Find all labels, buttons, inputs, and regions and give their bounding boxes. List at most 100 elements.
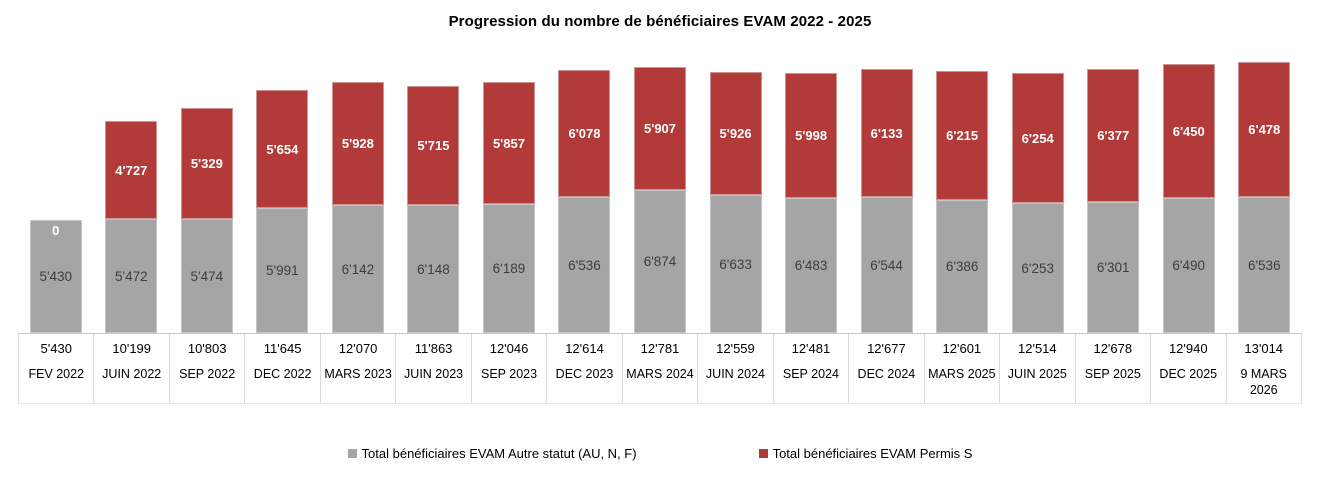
axis-total-label: 12'514: [1018, 341, 1057, 356]
axis-total-label: 12'046: [489, 341, 529, 356]
bar-segment-autre-statut: 6'874: [634, 190, 687, 333]
axis-total-label: 12'614: [565, 341, 604, 356]
axis-cell: 12'601 MARS 2025: [923, 334, 999, 403]
stacked-bar: 6'254 6'253: [1011, 73, 1064, 333]
bar-segment-permis-s: 6'450: [1162, 64, 1215, 198]
bar-value-label-red: 6'377: [1097, 128, 1130, 143]
axis-cell: 12'559 JUIN 2024: [697, 334, 772, 403]
bar-value-label-red: 5'329: [190, 156, 223, 171]
bar-segment-autre-statut: 5'991: [256, 208, 309, 333]
axis-total-label: 12'677: [867, 341, 906, 356]
axis-cell: 12'481 SEP 2024: [772, 334, 848, 403]
axis-total-label: 10'803: [187, 341, 227, 356]
stacked-bar: 6'078 6'536: [558, 70, 611, 333]
bar-value-label-gray: 6'490: [1172, 258, 1206, 273]
stacked-bar: 6'133 6'544: [860, 69, 913, 333]
bar-segment-permis-s: 6'377: [1087, 69, 1140, 202]
bar-value-label-gray: 6'633: [719, 256, 752, 272]
bar-segment-autre-statut: 0 5'430: [29, 220, 82, 333]
stacked-bar: 5'907 6'874: [634, 67, 687, 333]
bar-segment-autre-statut: 6'142: [331, 205, 384, 333]
axis-cell: 12'614 DEC 2023: [546, 334, 621, 403]
stacked-bar: 5'857 6'189: [482, 82, 535, 333]
plot-area: 0 5'430 4'727 5'472 5'329 5'474 5'654 5'991 5'92…: [18, 35, 1302, 333]
axis-total-label: 12'601: [942, 341, 982, 356]
axis-date-label: MARS 2023: [324, 367, 392, 381]
axis-cell: 12'514 JUIN 2025: [999, 334, 1074, 403]
bar-value-label-red: 5'857: [492, 135, 525, 151]
axis-date-label: SEP 2025: [1084, 367, 1141, 381]
bar-segment-autre-statut: 5'472: [105, 219, 158, 333]
axis-total-label: 12'940: [1168, 341, 1208, 356]
bar-column: 5'928 6'142: [320, 35, 396, 333]
axis-date-label: DEC 2023: [555, 367, 614, 381]
stacked-bar: 5'928 6'142: [331, 82, 384, 333]
axis-date-label: JUIN 2022: [102, 367, 162, 381]
stacked-bar: 6'215 6'386: [936, 71, 989, 333]
bar-value-label-red: 6'215: [946, 128, 979, 143]
bar-segment-permis-s: 5'857: [482, 82, 535, 204]
bar-segment-permis-s: 6'215: [936, 71, 989, 200]
bar-segment-permis-s: 5'907: [634, 67, 687, 190]
bar-column: 6'078 6'536: [547, 35, 623, 333]
axis-cell: 10'199 JUIN 2022: [93, 334, 168, 403]
bar-segment-permis-s: 4'727: [105, 121, 158, 219]
bar-column: 5'926 6'633: [698, 35, 774, 333]
bar-column: 6'377 6'301: [1075, 35, 1151, 333]
bar-segment-autre-statut: 6'253: [1011, 203, 1064, 333]
bar-value-label-red: 5'654: [266, 141, 299, 157]
bar-value-label-gray: 6'148: [417, 261, 450, 277]
axis-date-label: SEP 2022: [179, 367, 236, 381]
bar-value-label-gray: 5'474: [190, 268, 224, 284]
axis-date-label: JUIN 2024: [705, 367, 765, 381]
bar-value-label-gray: 6'483: [794, 258, 828, 273]
stacked-bar: 5'926 6'633: [709, 72, 762, 333]
bar-value-label-gray: 6'142: [341, 261, 375, 277]
bar-segment-autre-statut: 6'544: [860, 197, 913, 333]
bar-value-label-gray: 6'386: [945, 259, 979, 274]
legend-swatch-red-icon: [758, 449, 768, 458]
axis-cell: 12'781 MARS 2024: [621, 334, 697, 403]
bar-value-label-red: 5'715: [417, 138, 450, 153]
axis-date-label: MARS 2025: [928, 367, 996, 381]
bar-segment-permis-s: 6'133: [860, 69, 913, 197]
stacked-bar: 0 5'430: [29, 220, 82, 333]
bar-column: 6'254 6'253: [1000, 35, 1076, 333]
axis-cell: 5'430 FEV 2022: [18, 334, 93, 403]
axis-cell: 12'677 DEC 2024: [848, 334, 923, 403]
axis-total-label: 12'559: [716, 341, 755, 356]
bar-value-label-gray: 6'544: [870, 257, 903, 273]
axis-cell: 12'046 SEP 2023: [470, 334, 546, 403]
bar-segment-autre-statut: 6'301: [1087, 202, 1140, 333]
bar-column: 6'450 6'490: [1151, 35, 1227, 333]
bar-column: 5'857 6'189: [471, 35, 547, 333]
bar-value-label-red: 4'727: [115, 162, 148, 178]
bar-value-label-gray: 5'991: [266, 263, 299, 278]
axis-cell: 10'803 SEP 2022: [168, 334, 244, 403]
chart-title: Progression du nombre de bénéficiaires E…: [448, 13, 872, 30]
bar-value-label-gray: 6'536: [568, 257, 601, 273]
bar-column: 5'329 5'474: [169, 35, 245, 333]
axis-date-label: DEC 2024: [857, 367, 916, 381]
bar-segment-autre-statut: 5'474: [180, 219, 233, 333]
axis-total-label: 12'481: [791, 341, 831, 356]
axis-data-table: 5'430 FEV 2022 10'199 JUIN 2022 10'803 SEP 20…: [18, 333, 1302, 404]
bar-segment-permis-s: 5'926: [709, 72, 762, 195]
axis-date-label: DEC 2022: [253, 367, 312, 381]
legend-label-autre-statut: Total bénéficiaires EVAM Autre statut (A…: [361, 446, 637, 461]
axis-total-label: 13'014: [1244, 341, 1284, 356]
axis-cell: 12'940 DEC 2025: [1150, 334, 1225, 403]
axis-date-label: DEC 2025: [1159, 367, 1218, 381]
bar-segment-autre-statut: 6'536: [558, 197, 611, 333]
axis-date-label: MARS 2024: [626, 367, 694, 381]
bar-value-label-gray: 6'253: [1021, 260, 1054, 276]
bar-column: 5'998 6'483: [773, 35, 849, 333]
bar-segment-permis-s: 6'078: [558, 70, 611, 197]
bar-column: 0 5'430: [18, 35, 94, 333]
bar-value-label-gray: 6'189: [492, 261, 526, 276]
bar-segment-permis-s: 5'998: [785, 73, 838, 198]
bar-segment-permis-s: 6'254: [1011, 73, 1064, 203]
axis-total-label: 5'430: [40, 341, 72, 356]
bar-value-label-red: 5'928: [341, 136, 374, 151]
